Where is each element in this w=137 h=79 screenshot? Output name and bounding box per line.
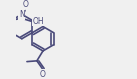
- Text: O: O: [40, 70, 46, 79]
- Text: O: O: [23, 0, 29, 9]
- Text: OH: OH: [33, 17, 44, 26]
- Text: N: N: [19, 10, 25, 19]
